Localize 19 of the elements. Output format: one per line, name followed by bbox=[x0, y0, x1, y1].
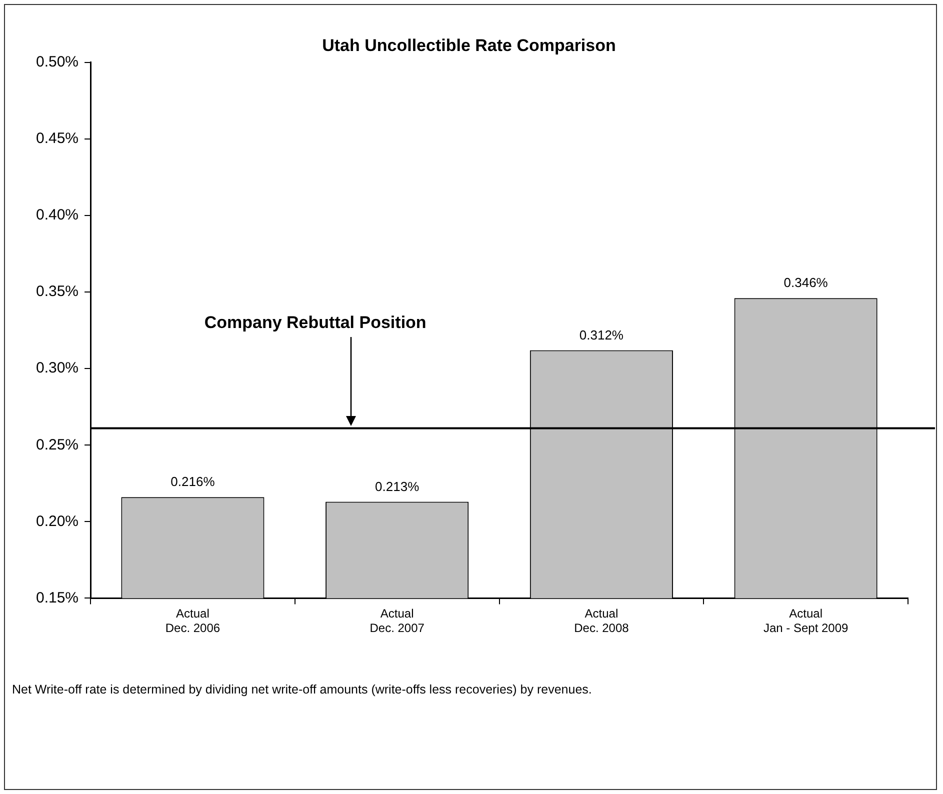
data-label: 0.216% bbox=[170, 474, 216, 490]
x-tick-label: Actual Dec. 2008 bbox=[574, 606, 630, 636]
y-tick-label: 0.40% bbox=[36, 206, 79, 224]
y-tick-label: 0.20% bbox=[36, 512, 79, 530]
y-tick-label: 0.15% bbox=[36, 589, 79, 606]
data-label: 0.346% bbox=[784, 275, 828, 290]
ref-line-label: Company Rebuttal Position bbox=[204, 312, 426, 332]
y-tick-label: 0.25% bbox=[36, 436, 79, 454]
y-tick-label: 0.30% bbox=[36, 360, 79, 377]
x-tick-label: Actual Dec. 2007 bbox=[370, 606, 425, 636]
data-label: 0.312% bbox=[579, 327, 624, 342]
x-tick-label: Actual Jan - Sept 2009 bbox=[763, 606, 848, 636]
x-tick-label: Actual Dec. 2006 bbox=[165, 606, 220, 636]
chart-title: Utah Uncollectible Rate Comparison bbox=[322, 36, 616, 55]
y-tick-label: 0.50% bbox=[36, 54, 79, 71]
data-label: 0.213% bbox=[375, 478, 420, 494]
y-tick-label: 0.45% bbox=[36, 130, 79, 148]
text: Net Write-off rate is determined by dividing net write-off amounts (write-offs less recoveries) by revenues. bbox=[12, 682, 592, 697]
y-tick-label: 0.35% bbox=[36, 283, 79, 300]
